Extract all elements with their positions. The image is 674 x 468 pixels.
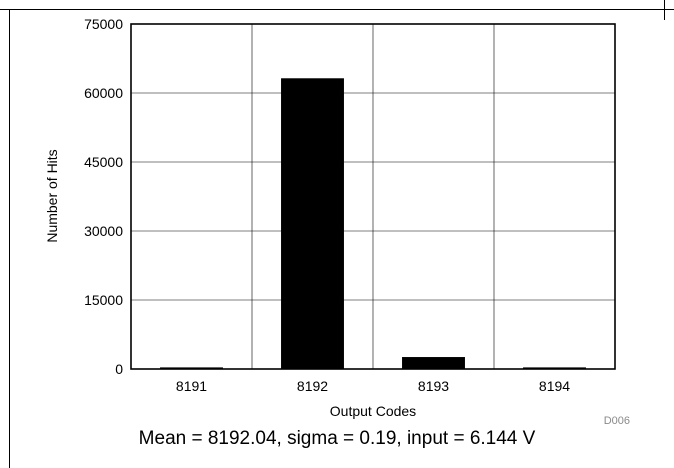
x-tick-label: 8194	[539, 378, 570, 394]
x-tick-label: 8191	[176, 378, 207, 394]
y-tick-label: 15000	[84, 292, 123, 308]
x-tick-label: 8193	[418, 378, 449, 394]
y-tick-label: 60000	[84, 85, 123, 101]
y-tick-label: 30000	[84, 223, 123, 239]
x-axis-tick-labels: 8191 8192 8193 8194	[176, 378, 570, 394]
plot-area-border	[130, 23, 616, 370]
y-axis-tick-labels: 0 15000 30000 45000 60000 75000	[84, 16, 123, 377]
x-axis-label: Output Codes	[330, 403, 416, 419]
bar-8193	[402, 357, 465, 369]
y-tick-label: 45000	[84, 154, 123, 170]
y-tick-label: 75000	[84, 16, 123, 32]
bar-8192	[281, 78, 344, 369]
y-tick-label: 0	[115, 361, 123, 377]
chart-caption: Mean = 8192.04, sigma = 0.19, input = 6.…	[138, 428, 536, 449]
y-axis-label: Number of Hits	[44, 149, 60, 242]
x-tick-label: 8192	[297, 378, 328, 394]
grid-lines	[131, 24, 615, 369]
figure-id-label: D006	[604, 415, 630, 427]
